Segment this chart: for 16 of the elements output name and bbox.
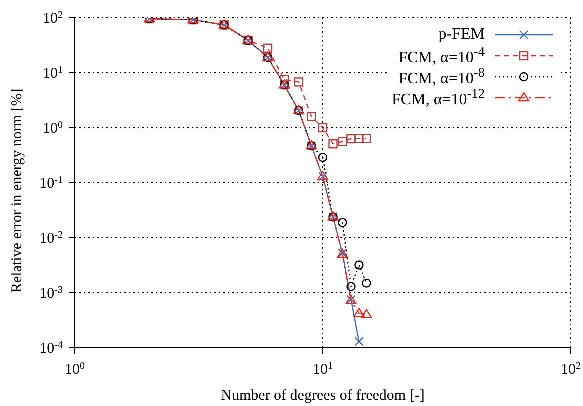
y-axis-title: Relative error in energy norm [%] <box>9 88 26 293</box>
x-tick-label: 10$^{1}$ <box>313 360 333 378</box>
legend-label: p-FEM <box>438 26 485 44</box>
legend-label: FCM, α=10$^{-12}$ <box>392 86 485 110</box>
x-tick-label: 10$^{0}$ <box>65 360 85 378</box>
legend-label: FCM, α=10$^{-8}$ <box>398 64 485 88</box>
y-tick-label: 10$^{-3}$ <box>40 284 63 302</box>
y-tick-label: 10$^{2}$ <box>43 10 63 27</box>
y-tick-label: 10$^{-4}$ <box>40 340 63 357</box>
legend-label: FCM, α=10$^{-4}$ <box>398 44 485 68</box>
y-tick-label: 10$^{-1}$ <box>40 174 63 192</box>
y-tick-label: 10$^{0}$ <box>43 120 63 137</box>
x-axis-title: Number of degrees of freedom [-] <box>221 388 425 404</box>
y-tick-label: 10$^{-2}$ <box>40 230 63 247</box>
x-tick-label: 10$^{2}$ <box>561 360 581 378</box>
y-tick-label: 10$^{1}$ <box>43 64 63 82</box>
